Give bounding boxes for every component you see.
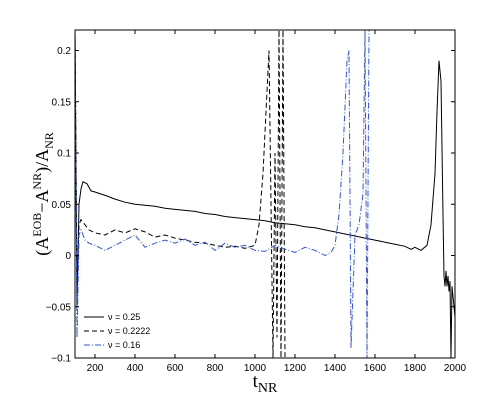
x-tick-label: 600 — [167, 363, 184, 374]
plot-frame — [74, 29, 456, 359]
legend-label-0: ν = 0.25 — [108, 312, 140, 322]
axes-layer: 200 400 600 800 1000 1200 1400 1600 1800 2000 −0.1… — [46, 30, 467, 374]
y-tick-label: 0 — [65, 251, 71, 262]
x-tick-label: 400 — [127, 363, 144, 374]
legend-box — [80, 306, 158, 354]
x-tick-label: 1600 — [364, 363, 387, 374]
y-tick-label: −0.1 — [51, 354, 71, 365]
legend-label-2: ν = 0.16 — [108, 340, 140, 350]
axis-labels: tNR (AEOB−ANR)/ANR — [30, 132, 278, 396]
y-axis-label: (AEOB−ANR)/ANR — [30, 132, 56, 256]
series-line-0 — [75, 30, 455, 358]
x-tick-label: 1000 — [244, 363, 267, 374]
y-tick-label: −0.05 — [46, 302, 72, 313]
x-axis-label: tNR — [253, 371, 278, 396]
x-tick-label: 200 — [87, 363, 104, 374]
y-tick-label: 0.05 — [52, 200, 72, 211]
y-tick-label: 0.15 — [52, 97, 72, 108]
legend: ν = 0.25 ν = 0.2222 ν = 0.16 — [80, 306, 158, 354]
y-tick-label: 0.1 — [57, 149, 71, 160]
x-tick-label: 1200 — [284, 363, 307, 374]
series-line-1 — [75, 30, 286, 358]
series-layer — [75, 30, 455, 358]
x-tick-label: 800 — [207, 363, 224, 374]
x-tick-label: 1800 — [404, 363, 427, 374]
x-tick-label: 2000 — [444, 363, 467, 374]
y-tick-label: 0.2 — [57, 46, 71, 57]
x-tick-label: 1400 — [324, 363, 347, 374]
legend-label-1: ν = 0.2222 — [108, 326, 150, 336]
series-line-2 — [75, 30, 370, 358]
